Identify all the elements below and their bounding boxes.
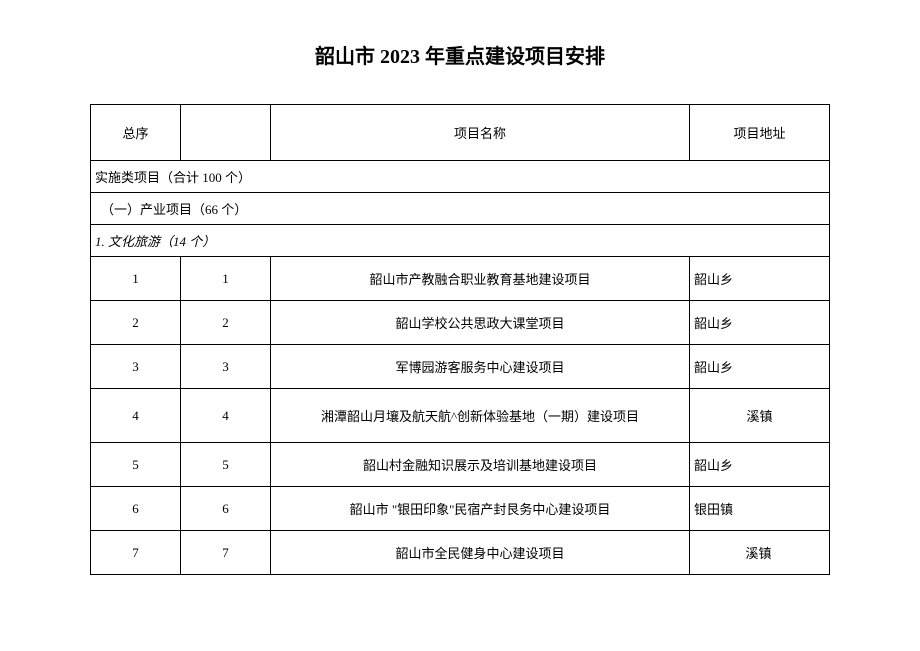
cell-addr: 溪镇 (690, 531, 830, 575)
cell-seq2: 2 (181, 301, 271, 345)
cell-seq1: 7 (91, 531, 181, 575)
cell-name: 湘潭韶山月壤及航天航^创新体验基地（一期）建设项目 (271, 389, 690, 443)
document-page: 韶山市 2023 年重点建设项目安排 总序 项目名称 项目地址 实施类项目（合计… (0, 0, 920, 615)
cell-addr: 韶山乡 (690, 301, 830, 345)
header-project-name: 项目名称 (271, 105, 690, 161)
cell-name: 韶山市全民健身中心建设项目 (271, 531, 690, 575)
cell-seq1: 4 (91, 389, 181, 443)
page-title: 韶山市 2023 年重点建设项目安排 (90, 40, 830, 69)
cell-seq1: 5 (91, 443, 181, 487)
cell-seq1: 2 (91, 301, 181, 345)
cell-addr: 银田镇 (690, 487, 830, 531)
header-address: 项目地址 (690, 105, 830, 161)
table-row: 7 7 韶山市全民健身中心建设项目 溪镇 (91, 531, 830, 575)
cell-seq1: 1 (91, 257, 181, 301)
cell-name: 军博园游客服务中心建设项目 (271, 345, 690, 389)
cell-seq2: 1 (181, 257, 271, 301)
cell-name: 韶山市 "银田印象"民宿产封艮务中心建设项目 (271, 487, 690, 531)
cell-seq2: 5 (181, 443, 271, 487)
table-row: 4 4 湘潭韶山月壤及航天航^创新体验基地（一期）建设项目 溪镇 (91, 389, 830, 443)
header-seq: 总序 (91, 105, 181, 161)
section-label: 实施类项目（合计 100 个） (91, 161, 830, 193)
table-row: 3 3 军博园游客服务中心建设项目 韶山乡 (91, 345, 830, 389)
cell-seq2: 7 (181, 531, 271, 575)
header-blank (181, 105, 271, 161)
section-implementation: 实施类项目（合计 100 个） (91, 161, 830, 193)
subsection-label: （一）产业项目（66 个） (91, 193, 830, 225)
cell-name: 韶山学校公共思政大课堂项目 (271, 301, 690, 345)
cell-name: 韶山村金融知识展示及培训基地建设项目 (271, 443, 690, 487)
section-industry: （一）产业项目（66 个） (91, 193, 830, 225)
cell-seq2: 6 (181, 487, 271, 531)
table-row: 6 6 韶山市 "银田印象"民宿产封艮务中心建设项目 银田镇 (91, 487, 830, 531)
category-culture: 1. 文化旅游（14 个） (91, 225, 830, 257)
cell-addr: 韶山乡 (690, 257, 830, 301)
table-row: 1 1 韶山市产教融合职业教育基地建设项目 韶山乡 (91, 257, 830, 301)
cell-addr: 韶山乡 (690, 345, 830, 389)
cell-addr: 韶山乡 (690, 443, 830, 487)
cell-seq1: 3 (91, 345, 181, 389)
cell-seq2: 3 (181, 345, 271, 389)
cell-seq1: 6 (91, 487, 181, 531)
cell-seq2: 4 (181, 389, 271, 443)
cell-addr: 溪镇 (690, 389, 830, 443)
category-label: 1. 文化旅游（14 个） (91, 225, 830, 257)
header-row: 总序 项目名称 项目地址 (91, 105, 830, 161)
projects-table: 总序 项目名称 项目地址 实施类项目（合计 100 个） （一）产业项目（66 … (90, 104, 830, 575)
table-row: 2 2 韶山学校公共思政大课堂项目 韶山乡 (91, 301, 830, 345)
cell-name: 韶山市产教融合职业教育基地建设项目 (271, 257, 690, 301)
table-row: 5 5 韶山村金融知识展示及培训基地建设项目 韶山乡 (91, 443, 830, 487)
